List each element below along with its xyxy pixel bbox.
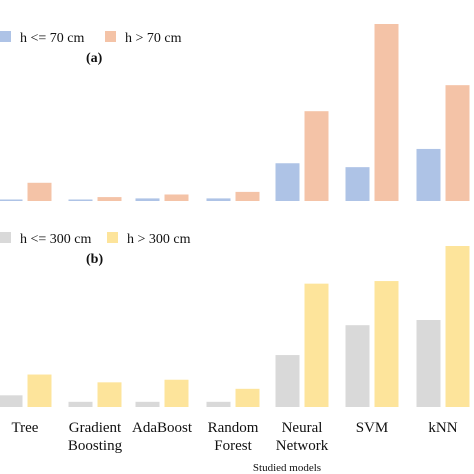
- legend-swatch-a-1: [105, 31, 116, 42]
- category-label-1-line2: Boosting: [68, 438, 123, 454]
- bar-b-1-2: [164, 379, 189, 407]
- category-label-2: AdaBoost: [132, 420, 193, 436]
- bar-a-1-4: [304, 111, 329, 201]
- bar-b-1-3: [235, 388, 260, 407]
- bar-a-0-0: [0, 199, 23, 201]
- bar-b-0-0: [0, 395, 23, 407]
- panel-a: h <= 70 cm h > 70 cm (a): [0, 24, 470, 201]
- legend-a: h <= 70 cm h > 70 cm: [0, 31, 182, 46]
- bars-b: [0, 246, 470, 407]
- legend-label-a-1: h > 70 cm: [125, 31, 182, 46]
- bar-a-1-5: [374, 24, 399, 201]
- bar-a-0-4: [275, 163, 300, 201]
- legend-label-b-0: h <= 300 cm: [20, 232, 92, 247]
- category-label-3-line2: Forest: [214, 438, 252, 454]
- x-axis-label: Studied models: [253, 462, 321, 474]
- category-label-3-line1: Random: [208, 420, 259, 436]
- category-labels: Tree Gradient Boosting AdaBoost Random F…: [12, 420, 458, 454]
- panel-b: h <= 300 cm h > 300 cm (b): [0, 232, 470, 407]
- bar-b-1-0: [27, 374, 52, 407]
- legend-label-b-1: h > 300 cm: [127, 232, 191, 247]
- category-label-0: Tree: [12, 420, 39, 436]
- legend-swatch-b-1: [107, 232, 118, 243]
- panel-label-a: (a): [86, 51, 103, 66]
- bar-b-0-3: [206, 401, 231, 407]
- bar-b-0-6: [416, 320, 441, 407]
- bar-b-1-1: [97, 382, 122, 407]
- bar-b-0-4: [275, 355, 300, 407]
- bar-a-1-1: [97, 197, 122, 201]
- category-label-4-line2: Network: [276, 438, 329, 454]
- bar-a-0-1: [68, 199, 93, 201]
- bar-a-0-3: [206, 198, 231, 201]
- bar-b-0-1: [68, 401, 93, 407]
- category-label-4-line1: Neural: [282, 420, 323, 436]
- bar-b-1-6: [445, 246, 470, 407]
- bar-b-1-5: [374, 281, 399, 407]
- category-label-1-line1: Gradient: [69, 420, 122, 436]
- legend-swatch-a-0: [0, 31, 11, 42]
- bar-a-1-0: [27, 182, 52, 201]
- bar-a-0-2: [135, 198, 160, 201]
- category-label-5: SVM: [356, 420, 389, 436]
- legend-b: h <= 300 cm h > 300 cm: [0, 232, 191, 247]
- bar-a-1-3: [235, 191, 260, 201]
- bar-a-1-6: [445, 85, 470, 201]
- bar-b-0-2: [135, 401, 160, 407]
- category-label-6: kNN: [428, 420, 457, 436]
- bar-b-1-4: [304, 283, 329, 407]
- bars-a: [0, 24, 470, 201]
- bar-a-1-2: [164, 194, 189, 201]
- legend-label-a-0: h <= 70 cm: [20, 31, 85, 46]
- panel-label-b: (b): [86, 252, 103, 267]
- bar-b-0-5: [345, 325, 370, 407]
- bar-a-0-5: [345, 167, 370, 201]
- legend-swatch-b-0: [0, 232, 11, 243]
- bar-a-0-6: [416, 148, 441, 201]
